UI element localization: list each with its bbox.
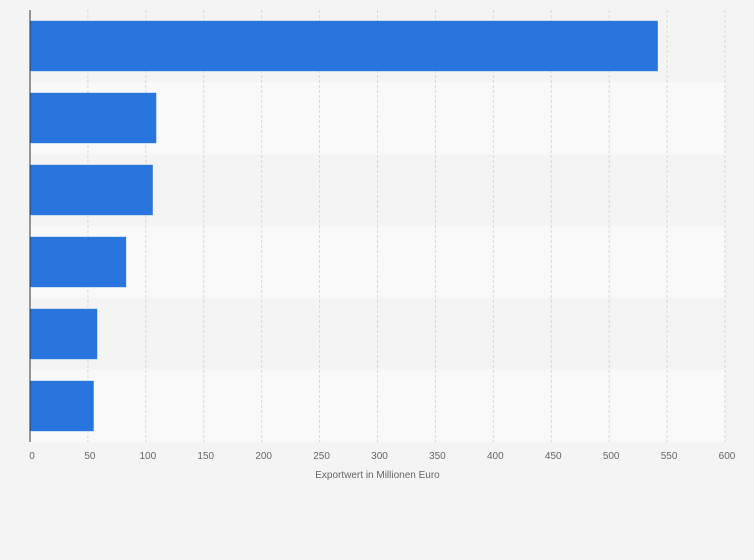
x-tick-label: 400 bbox=[487, 451, 504, 462]
x-tick-label: 200 bbox=[255, 451, 272, 462]
bar[interactable] bbox=[30, 164, 153, 216]
x-tick-label: 300 bbox=[371, 451, 388, 462]
x-tick-label: 50 bbox=[84, 451, 96, 462]
x-tick-labels: 0 50 100 150 200 250 300 350 400 450 500 550 600 bbox=[29, 451, 736, 462]
x-tick-label: 450 bbox=[545, 451, 562, 462]
bar[interactable] bbox=[30, 20, 658, 72]
bar[interactable] bbox=[30, 236, 127, 288]
x-tick-label: 250 bbox=[313, 451, 330, 462]
category-band bbox=[30, 298, 725, 370]
x-tick-label: 150 bbox=[197, 451, 214, 462]
x-tick-label: 600 bbox=[719, 451, 736, 462]
bar[interactable] bbox=[30, 92, 157, 144]
bar[interactable] bbox=[30, 380, 94, 432]
bars bbox=[30, 20, 658, 432]
x-tick-label: 0 bbox=[29, 451, 35, 462]
x-tick-label: 550 bbox=[661, 451, 678, 462]
x-tick-label: 500 bbox=[603, 451, 620, 462]
x-tick-label: 350 bbox=[429, 451, 446, 462]
bar[interactable] bbox=[30, 308, 98, 360]
x-axis-title: Exportwert in Millionen Euro bbox=[315, 470, 440, 481]
x-tick-label: 100 bbox=[139, 451, 156, 462]
gridlines bbox=[87, 10, 726, 442]
